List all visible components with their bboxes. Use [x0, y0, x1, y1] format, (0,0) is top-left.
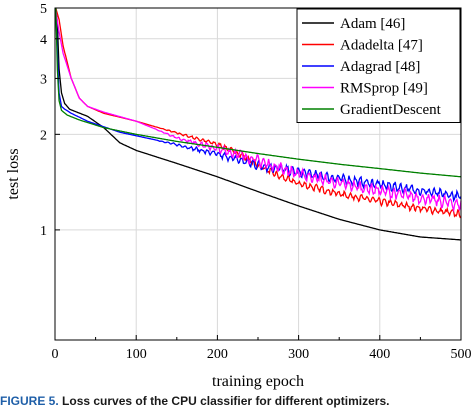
- figure-caption: FIGURE 5. Loss curves of the CPU classif…: [0, 394, 474, 412]
- series-lines: [55, 7, 462, 241]
- x-tick-label: 0: [52, 347, 59, 362]
- y-tick-label: 1: [40, 224, 47, 239]
- legend-entry: Adadelta [47]: [340, 38, 423, 54]
- caption-text: Loss curves of the CPU classifier for di…: [62, 394, 390, 408]
- x-tick-label: 300: [288, 347, 309, 362]
- series-line-3: [55, 7, 462, 203]
- series-line-1: [55, 7, 461, 241]
- x-tick-label: 200: [207, 347, 228, 362]
- legend-entry: Adagrad [48]: [340, 59, 420, 75]
- y-tick-label: 5: [40, 2, 47, 17]
- y-axis-ticks: 1 2 3 4 5: [40, 2, 60, 239]
- legend: Adam [46] Adadelta [47] Adagrad [48] RMSpro…: [296, 8, 461, 123]
- caption-label: FIGURE 5.: [0, 394, 59, 408]
- x-tick-label: 500: [451, 347, 472, 362]
- legend-entry: RMSprop [49]: [340, 81, 428, 97]
- series-line-4: [55, 10, 462, 213]
- x-tick-label: 400: [369, 347, 390, 362]
- loss-chart: 0 100 200 300 400 500 1 2 3 4 5 training epoch te…: [5, 2, 472, 390]
- y-tick-label: 4: [40, 33, 47, 48]
- x-tick-label: 100: [126, 347, 147, 362]
- y-tick-label: 3: [40, 72, 47, 87]
- x-axis-label: training epoch: [212, 373, 304, 390]
- legend-entry: Adam [46]: [340, 16, 405, 32]
- legend-entry: GradientDescent: [340, 102, 442, 118]
- y-axis-label: test loss: [5, 148, 22, 199]
- y-tick-label: 2: [40, 128, 47, 143]
- series-line-5: [55, 7, 462, 178]
- x-axis-ticks: 0 100 200 300 400 500: [52, 335, 472, 362]
